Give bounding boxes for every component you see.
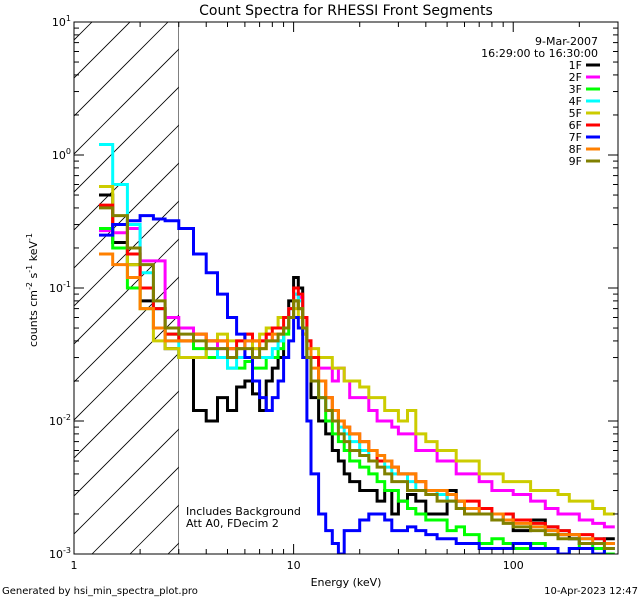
legend-label-6F: 6F	[569, 119, 582, 132]
series-9F	[99, 206, 615, 550]
hatch-line	[0, 22, 16, 554]
hatch-line	[74, 48, 179, 155]
hatch-line	[91, 466, 179, 554]
hatch-line	[74, 162, 179, 269]
hatch-line	[74, 428, 179, 535]
hatch-line	[74, 276, 179, 383]
x-tick-label: 100	[503, 559, 524, 572]
legend-time-range: 16:29:00 to 16:30:00	[481, 47, 598, 60]
y-axis-label-exp3: -1	[25, 233, 34, 241]
hatch-line	[74, 200, 179, 307]
legend-label-4F: 4F	[569, 95, 582, 108]
series-6F	[99, 203, 615, 545]
series-8F	[99, 252, 615, 545]
y-axis-label-mid: s	[27, 272, 40, 281]
footer-timestamp: 10-Apr-2023 12:47	[544, 586, 638, 597]
x-tick-label: 1	[71, 559, 78, 572]
chart-title: Count Spectra for RHESSI Front Segments	[199, 3, 493, 19]
y-axis-label-exp1: -2	[25, 282, 34, 290]
hatch-line	[74, 86, 179, 193]
series-5F	[99, 185, 615, 516]
series-3F	[99, 227, 615, 554]
legend-label-8F: 8F	[569, 143, 582, 156]
y-axis-label-exp2: -1	[25, 265, 34, 273]
legend-date: 9-Mar-2007	[535, 35, 598, 48]
y-axis-label: counts cm-2 s-1 keV-1	[25, 233, 40, 347]
series-4F	[99, 143, 615, 545]
y-tick-label: 10-1	[49, 280, 71, 295]
legend-label-5F: 5F	[569, 107, 582, 120]
legend-label-3F: 3F	[569, 83, 582, 96]
legend-label-1F: 1F	[569, 59, 582, 72]
annotation-background: Includes Background	[186, 505, 301, 518]
hatch-line	[396, 22, 640, 554]
hatch-line	[74, 22, 169, 117]
y-tick-label: 101	[52, 14, 71, 29]
footer-generated-by: Generated by hsi_min_spectra_plot.pro	[2, 586, 198, 597]
legend-label-9F: 9F	[569, 155, 582, 168]
series-group	[99, 143, 615, 554]
x-axis-label: Energy (keV)	[311, 576, 382, 589]
y-tick-label: 10-2	[49, 413, 71, 428]
legend-label-7F: 7F	[569, 131, 582, 144]
annotation-attenuator: Att A0, FDecim 2	[186, 517, 279, 530]
y-axis-label-main: counts cm	[27, 290, 40, 347]
y-tick-label: 100	[52, 147, 71, 162]
legend-label-2F: 2F	[569, 71, 582, 84]
series-7F	[99, 214, 615, 554]
axis-ticks	[73, 22, 619, 555]
y-tick-label: 10-3	[49, 546, 71, 561]
y-axis-label-end: keV	[27, 241, 40, 265]
hatch-line	[74, 390, 179, 497]
x-tick-label: 10	[287, 559, 301, 572]
axis-tick-labels: 1 10 100 10-3 10-2 10-1 100 101	[49, 14, 524, 572]
